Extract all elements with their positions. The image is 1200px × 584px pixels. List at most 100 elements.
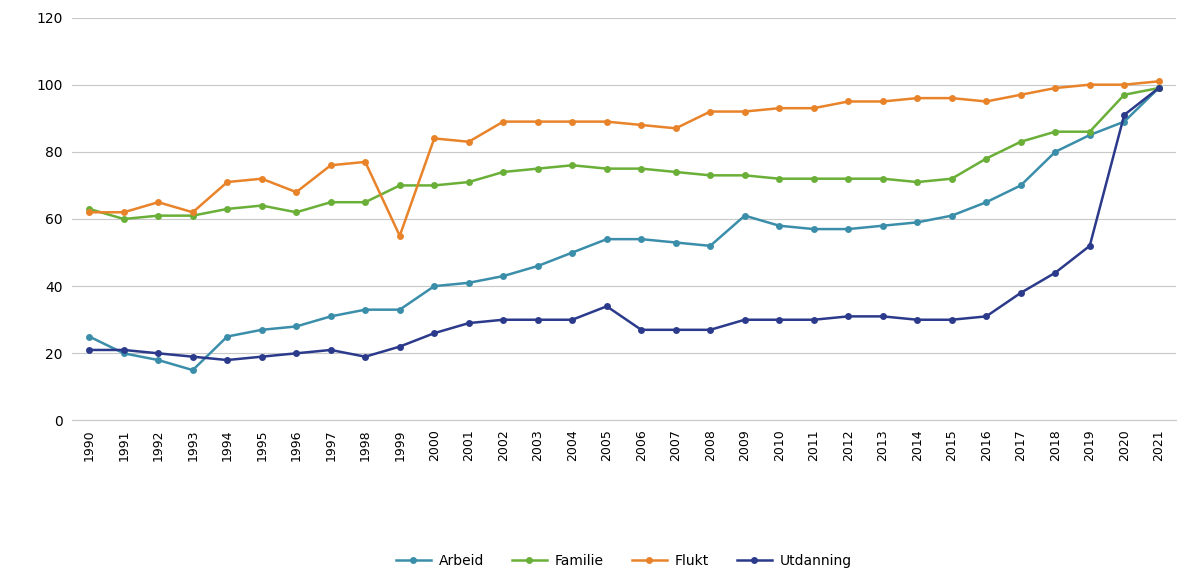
Flukt	[1082, 81, 1097, 88]
Flukt	[151, 199, 166, 206]
Familie	[772, 175, 786, 182]
Familie	[703, 172, 718, 179]
Flukt	[634, 121, 648, 128]
Utdanning	[254, 353, 269, 360]
Familie	[979, 155, 994, 162]
Familie	[254, 202, 269, 209]
Flukt	[462, 138, 476, 145]
Utdanning	[910, 317, 924, 324]
Familie	[1048, 128, 1062, 135]
Flukt	[841, 98, 856, 105]
Flukt	[289, 189, 304, 196]
Arbeid	[186, 367, 200, 374]
Flukt	[116, 209, 131, 216]
Utdanning	[565, 317, 580, 324]
Arbeid	[876, 223, 890, 230]
Utdanning	[979, 313, 994, 320]
Familie	[462, 179, 476, 186]
Flukt	[910, 95, 924, 102]
Flukt	[392, 232, 407, 239]
Flukt	[1152, 78, 1166, 85]
Utdanning	[634, 326, 648, 333]
Flukt	[1048, 85, 1062, 92]
Legend: Arbeid, Familie, Flukt, Utdanning: Arbeid, Familie, Flukt, Utdanning	[390, 548, 858, 573]
Utdanning	[876, 313, 890, 320]
Arbeid	[254, 326, 269, 333]
Line: Familie: Familie	[85, 85, 1163, 223]
Flukt	[944, 95, 959, 102]
Flukt	[496, 118, 510, 125]
Utdanning	[738, 317, 752, 324]
Utdanning	[806, 317, 821, 324]
Familie	[1152, 85, 1166, 92]
Line: Utdanning: Utdanning	[85, 85, 1163, 363]
Arbeid	[496, 273, 510, 280]
Utdanning	[668, 326, 683, 333]
Arbeid	[289, 323, 304, 330]
Familie	[427, 182, 442, 189]
Arbeid	[1152, 85, 1166, 92]
Utdanning	[1014, 290, 1028, 297]
Arbeid	[910, 219, 924, 226]
Utdanning	[1117, 112, 1132, 119]
Familie	[738, 172, 752, 179]
Familie	[1117, 91, 1132, 98]
Utdanning	[944, 317, 959, 324]
Familie	[358, 199, 372, 206]
Arbeid	[806, 225, 821, 232]
Arbeid	[358, 306, 372, 313]
Arbeid	[703, 242, 718, 249]
Flukt	[806, 105, 821, 112]
Line: Arbeid: Arbeid	[85, 85, 1163, 374]
Familie	[910, 179, 924, 186]
Flukt	[1014, 91, 1028, 98]
Arbeid	[82, 333, 96, 340]
Arbeid	[116, 350, 131, 357]
Arbeid	[668, 239, 683, 246]
Arbeid	[1082, 131, 1097, 138]
Arbeid	[944, 212, 959, 219]
Familie	[530, 165, 545, 172]
Utdanning	[1082, 242, 1097, 249]
Line: Flukt: Flukt	[85, 78, 1163, 239]
Utdanning	[841, 313, 856, 320]
Familie	[876, 175, 890, 182]
Familie	[806, 175, 821, 182]
Flukt	[738, 108, 752, 115]
Arbeid	[462, 279, 476, 286]
Flukt	[254, 175, 269, 182]
Flukt	[358, 158, 372, 165]
Arbeid	[1014, 182, 1028, 189]
Utdanning	[186, 353, 200, 360]
Flukt	[565, 118, 580, 125]
Flukt	[668, 125, 683, 132]
Arbeid	[530, 262, 545, 269]
Utdanning	[530, 317, 545, 324]
Utdanning	[1048, 269, 1062, 276]
Arbeid	[1117, 118, 1132, 125]
Familie	[392, 182, 407, 189]
Flukt	[600, 118, 614, 125]
Arbeid	[565, 249, 580, 256]
Arbeid	[738, 212, 752, 219]
Arbeid	[220, 333, 234, 340]
Familie	[600, 165, 614, 172]
Familie	[944, 175, 959, 182]
Utdanning	[772, 317, 786, 324]
Familie	[116, 215, 131, 223]
Utdanning	[151, 350, 166, 357]
Familie	[1014, 138, 1028, 145]
Flukt	[220, 179, 234, 186]
Utdanning	[220, 356, 234, 363]
Flukt	[186, 209, 200, 216]
Utdanning	[703, 326, 718, 333]
Flukt	[703, 108, 718, 115]
Flukt	[427, 135, 442, 142]
Flukt	[979, 98, 994, 105]
Familie	[289, 209, 304, 216]
Utdanning	[462, 319, 476, 326]
Utdanning	[392, 343, 407, 350]
Flukt	[530, 118, 545, 125]
Utdanning	[496, 317, 510, 324]
Familie	[841, 175, 856, 182]
